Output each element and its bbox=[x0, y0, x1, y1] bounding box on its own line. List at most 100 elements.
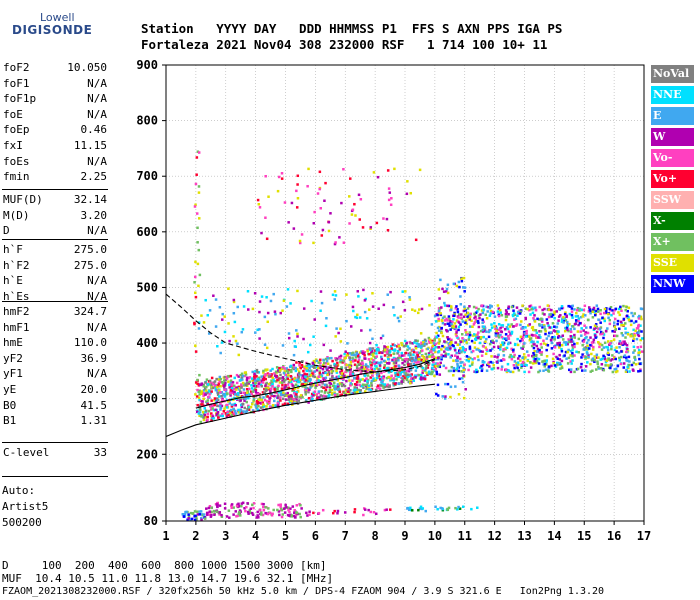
echo-point bbox=[637, 353, 640, 357]
echo-point bbox=[443, 323, 447, 326]
echo-point bbox=[314, 393, 317, 396]
echo-point bbox=[308, 388, 311, 391]
echo-point bbox=[558, 353, 561, 357]
echo-point bbox=[272, 508, 275, 512]
echo-point bbox=[630, 333, 633, 336]
echo-point bbox=[240, 502, 244, 505]
echo-point bbox=[617, 351, 621, 355]
echo-point bbox=[424, 369, 427, 372]
echo-point bbox=[637, 351, 640, 355]
echo-point bbox=[481, 350, 484, 353]
echo-point bbox=[252, 384, 256, 388]
echo-point bbox=[505, 315, 508, 318]
echo-point bbox=[349, 388, 352, 392]
echo-point bbox=[409, 506, 412, 510]
echo-point bbox=[449, 347, 452, 350]
echo-point bbox=[533, 334, 537, 337]
echo-point bbox=[507, 337, 511, 340]
echo-point bbox=[478, 341, 482, 345]
echo-point bbox=[296, 386, 300, 389]
echo-point bbox=[256, 371, 259, 374]
echo-point bbox=[287, 332, 291, 335]
echo-point bbox=[509, 353, 512, 357]
echo-point bbox=[295, 504, 299, 507]
echo-point bbox=[351, 379, 354, 382]
echo-point bbox=[602, 317, 606, 321]
echo-point bbox=[479, 337, 482, 341]
echo-point bbox=[499, 326, 502, 330]
echo-point bbox=[625, 350, 628, 354]
echo-point bbox=[304, 390, 307, 394]
echo-point bbox=[358, 383, 361, 387]
echo-point bbox=[273, 387, 276, 391]
echo-point bbox=[329, 349, 332, 352]
echo-point bbox=[620, 331, 623, 335]
echo-point bbox=[281, 403, 285, 407]
echo-point bbox=[619, 305, 622, 309]
echo-point bbox=[296, 368, 299, 371]
echo-point bbox=[340, 393, 344, 396]
echo-point bbox=[289, 375, 293, 378]
echo-point bbox=[534, 329, 538, 332]
echo-point bbox=[254, 381, 257, 385]
x-tick-label: 7 bbox=[342, 529, 349, 543]
echo-point bbox=[425, 342, 428, 346]
echo-point bbox=[211, 404, 215, 407]
echo-point bbox=[510, 355, 514, 358]
echo-point bbox=[440, 507, 444, 510]
echo-point bbox=[416, 345, 419, 348]
echo-point bbox=[299, 515, 302, 519]
echo-point bbox=[392, 379, 396, 382]
echo-point bbox=[201, 403, 204, 406]
echo-point bbox=[409, 379, 412, 382]
echo-point bbox=[242, 391, 245, 394]
echo-point bbox=[591, 357, 595, 360]
echo-point bbox=[208, 309, 212, 312]
echo-point bbox=[298, 395, 301, 399]
echo-point bbox=[482, 327, 486, 330]
echo-point bbox=[332, 377, 335, 381]
echo-point bbox=[303, 388, 307, 392]
echo-point bbox=[470, 350, 473, 354]
echo-point bbox=[500, 365, 504, 368]
echo-point bbox=[512, 325, 515, 328]
echo-point bbox=[517, 363, 520, 366]
echo-point bbox=[287, 221, 290, 224]
echo-point bbox=[553, 316, 556, 320]
echo-point bbox=[319, 206, 323, 210]
echo-point bbox=[210, 513, 213, 517]
echo-point bbox=[465, 341, 468, 344]
echo-point bbox=[525, 350, 529, 353]
echo-point bbox=[277, 510, 281, 513]
echo-point bbox=[202, 392, 206, 395]
echo-point bbox=[321, 371, 325, 375]
echo-point bbox=[461, 345, 465, 349]
echo-point bbox=[244, 371, 248, 374]
echo-point bbox=[306, 184, 309, 188]
echo-point bbox=[519, 323, 522, 327]
echo-point bbox=[266, 395, 269, 398]
echo-point bbox=[230, 411, 234, 414]
echo-point bbox=[288, 400, 292, 404]
echo-point bbox=[456, 336, 459, 339]
echo-point bbox=[533, 343, 536, 346]
echo-point bbox=[545, 354, 549, 358]
echo-point bbox=[582, 313, 585, 316]
echo-point bbox=[497, 322, 501, 326]
echo-point bbox=[473, 316, 476, 320]
param-value: 275.0 bbox=[73, 243, 107, 256]
echo-point bbox=[357, 367, 361, 371]
echo-point bbox=[303, 373, 306, 376]
echo-point bbox=[506, 327, 510, 331]
echo-point bbox=[453, 311, 456, 315]
echo-point bbox=[530, 344, 534, 348]
echo-point bbox=[476, 333, 479, 336]
echo-point bbox=[560, 318, 564, 322]
echo-point bbox=[334, 385, 337, 388]
echo-point bbox=[353, 508, 357, 511]
echo-point bbox=[212, 294, 215, 297]
echo-point bbox=[206, 415, 209, 419]
echo-point bbox=[408, 296, 411, 299]
echo-point bbox=[375, 352, 378, 355]
echo-point bbox=[295, 189, 298, 193]
